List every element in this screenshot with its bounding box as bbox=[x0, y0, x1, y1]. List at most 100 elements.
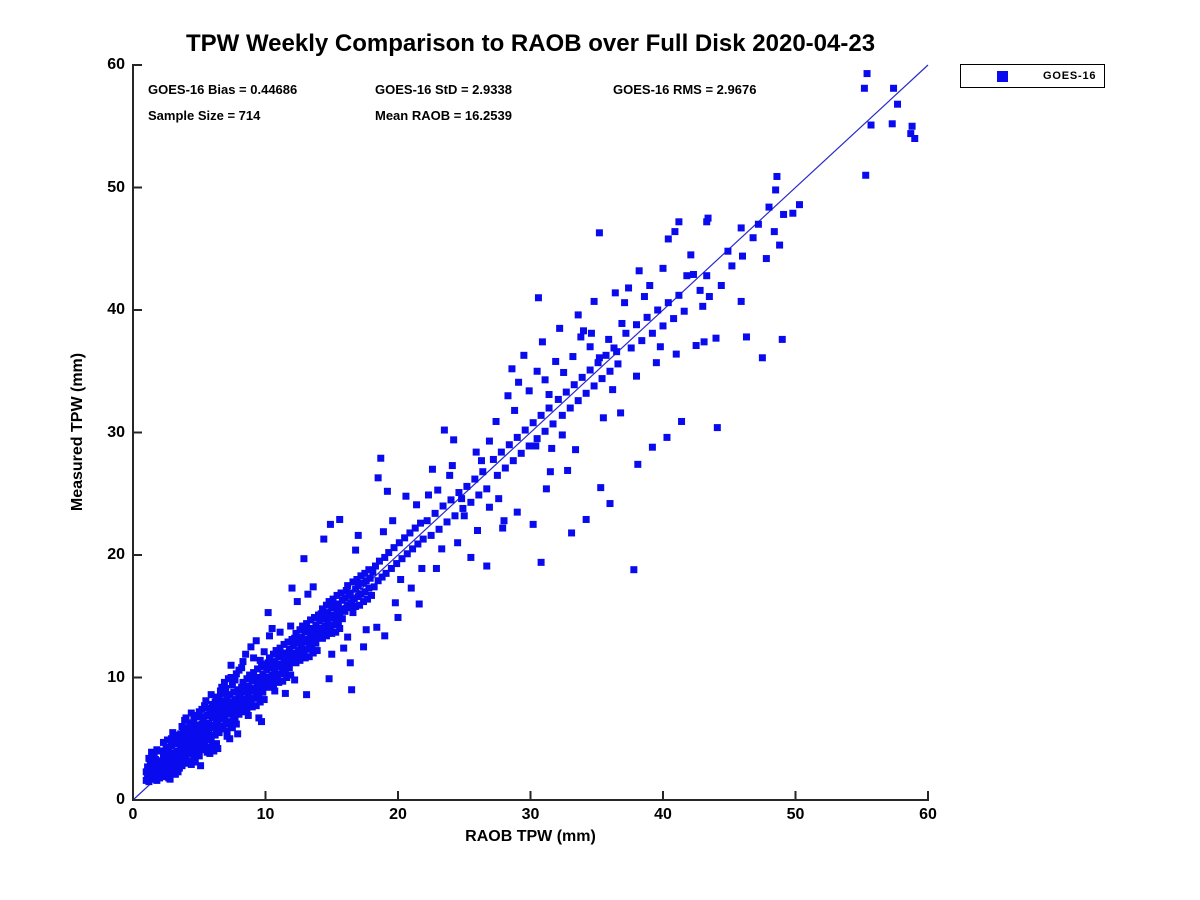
scatter-point bbox=[451, 512, 459, 520]
scatter-point bbox=[648, 443, 656, 451]
x-tick-label: 60 bbox=[919, 806, 937, 823]
scatter-point bbox=[467, 553, 475, 561]
scatter-point bbox=[352, 602, 360, 610]
scatter-point bbox=[222, 702, 230, 710]
scatter-point bbox=[401, 534, 409, 542]
scatter-point bbox=[534, 294, 542, 302]
scatter-point bbox=[867, 121, 875, 129]
scatter-point bbox=[207, 691, 215, 699]
scatter-point bbox=[153, 746, 161, 754]
scatter-point bbox=[381, 632, 389, 640]
scatter-point bbox=[259, 670, 267, 678]
scatter-point bbox=[311, 629, 319, 637]
scatter-point bbox=[239, 678, 247, 686]
scatter-point bbox=[186, 720, 194, 728]
scatter-point bbox=[537, 411, 545, 419]
scatter-point bbox=[656, 343, 664, 351]
scatter-point bbox=[580, 327, 587, 335]
scatter-point bbox=[467, 498, 475, 506]
scatter-point bbox=[894, 100, 902, 108]
scatter-point bbox=[295, 647, 303, 655]
scatter-point bbox=[431, 509, 439, 517]
scatter-point bbox=[187, 738, 195, 746]
scatter-point bbox=[260, 648, 268, 656]
scatter-point bbox=[236, 704, 244, 712]
scatter-point bbox=[377, 454, 385, 462]
scatter-point bbox=[324, 618, 332, 626]
scatter-point bbox=[271, 667, 279, 675]
scatter-point bbox=[305, 653, 313, 661]
scatter-point bbox=[648, 329, 656, 337]
scatter-point bbox=[205, 704, 213, 712]
scatter-point bbox=[330, 621, 338, 629]
scatter-point bbox=[311, 613, 319, 621]
scatter-point bbox=[234, 699, 242, 707]
scatter-point bbox=[529, 520, 537, 528]
scatter-point bbox=[183, 730, 191, 738]
scatter-point bbox=[888, 120, 896, 128]
scatter-point bbox=[214, 703, 222, 711]
scatter-point bbox=[281, 649, 289, 657]
scatter-point bbox=[169, 729, 177, 737]
scatter-point bbox=[222, 685, 230, 693]
scatter-point bbox=[281, 667, 289, 675]
scatter-point bbox=[265, 683, 273, 691]
scatter-point bbox=[258, 718, 266, 726]
scatter-point bbox=[485, 437, 493, 445]
scatter-point bbox=[173, 760, 181, 768]
scatter-point bbox=[191, 736, 199, 744]
scatter-point bbox=[348, 686, 356, 694]
scatter-point bbox=[186, 743, 194, 751]
scatter-point bbox=[325, 675, 333, 683]
scatter-point bbox=[671, 228, 679, 236]
scatter-point bbox=[288, 584, 296, 592]
scatter-point bbox=[326, 623, 334, 631]
scatter-point bbox=[169, 749, 177, 757]
scatter-point bbox=[174, 768, 182, 776]
scatter-point bbox=[724, 247, 732, 255]
scatter-point bbox=[219, 725, 227, 733]
scatter-point bbox=[145, 754, 153, 762]
scatter-point bbox=[365, 566, 373, 574]
scatter-point bbox=[336, 515, 344, 523]
scatter-point bbox=[175, 748, 183, 756]
scatter-point bbox=[602, 351, 610, 359]
scatter-point bbox=[219, 689, 227, 697]
scatter-point bbox=[360, 643, 368, 651]
scatter-point bbox=[230, 702, 238, 710]
scatter-point bbox=[434, 486, 442, 494]
scatter-point bbox=[460, 512, 468, 520]
scatter-point bbox=[230, 688, 238, 696]
y-tick-label: 10 bbox=[107, 668, 125, 686]
scatter-point bbox=[243, 675, 251, 683]
scatter-point bbox=[210, 721, 218, 729]
y-tick-label: 50 bbox=[107, 178, 125, 196]
scatter-point bbox=[455, 489, 463, 497]
scatter-point bbox=[193, 745, 201, 753]
scatter-point bbox=[205, 719, 213, 727]
scatter-point bbox=[446, 471, 454, 479]
scatter-point bbox=[285, 645, 293, 653]
scatter-point bbox=[618, 319, 626, 327]
scatter-point bbox=[258, 662, 266, 670]
scatter-point bbox=[558, 411, 566, 419]
scatter-point bbox=[205, 729, 213, 737]
scatter-point bbox=[271, 687, 279, 695]
scatter-point bbox=[304, 645, 312, 653]
scatter-point bbox=[202, 723, 210, 730]
scatter-point bbox=[234, 730, 242, 738]
scatter-point bbox=[532, 442, 540, 450]
scatter-point bbox=[199, 730, 207, 738]
scatter-point bbox=[419, 535, 427, 543]
scatter-point bbox=[495, 495, 503, 503]
scatter-point bbox=[296, 656, 304, 664]
scatter-point bbox=[754, 220, 762, 228]
chart-title: TPW Weekly Comparison to RAOB over Full … bbox=[185, 30, 876, 57]
scatter-point bbox=[742, 333, 750, 341]
scatter-point bbox=[187, 709, 195, 717]
scatter-point bbox=[417, 519, 425, 527]
scatter-point bbox=[435, 525, 443, 533]
scatter-point bbox=[195, 708, 203, 716]
scatter-point bbox=[504, 392, 512, 400]
scatter-point bbox=[366, 574, 374, 582]
